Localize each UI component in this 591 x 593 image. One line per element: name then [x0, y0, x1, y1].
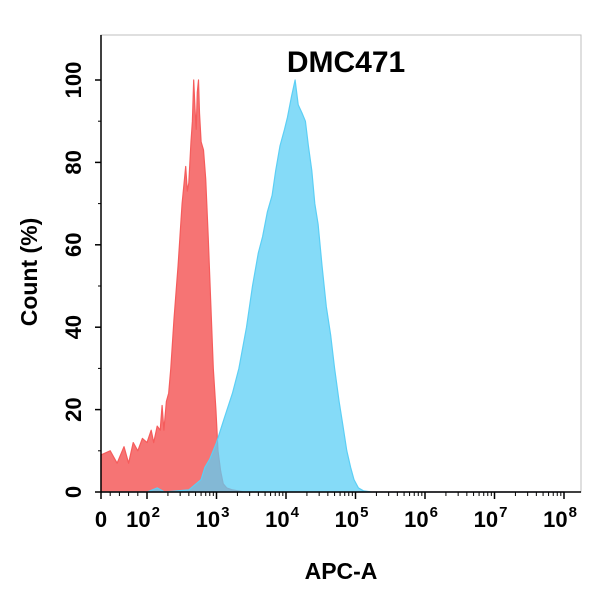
y-tick-label-80: 80	[61, 150, 86, 174]
x-tick-label: 0	[95, 507, 107, 532]
x-tick-label: 107	[474, 504, 508, 532]
x-tick-label: 102	[126, 504, 160, 532]
x-axis-label: APC-A	[305, 558, 378, 584]
x-tick-label: 105	[335, 504, 369, 532]
x-tick-label: 103	[196, 504, 230, 532]
histogram-series-1	[100, 79, 565, 493]
x-tick-label: 106	[404, 504, 438, 532]
y-tick-label-100: 100	[61, 62, 86, 99]
x-tick-label: 108	[543, 504, 577, 532]
chart-title: DMC471	[287, 46, 405, 79]
plot-layer	[100, 79, 565, 493]
y-tick-label-60: 60	[61, 233, 86, 257]
x-tick-label: 104	[265, 504, 299, 532]
axis-layer: 0 20 40 60 80 100 0 102 103 104 105 106 107 108	[61, 34, 582, 532]
y-axis-label: Count (%)	[16, 218, 42, 327]
y-tick-label-40: 40	[61, 315, 86, 339]
y-tick-label-20: 20	[61, 397, 86, 421]
histogram-series-2	[100, 79, 565, 493]
y-tick-label-0: 0	[61, 486, 86, 498]
